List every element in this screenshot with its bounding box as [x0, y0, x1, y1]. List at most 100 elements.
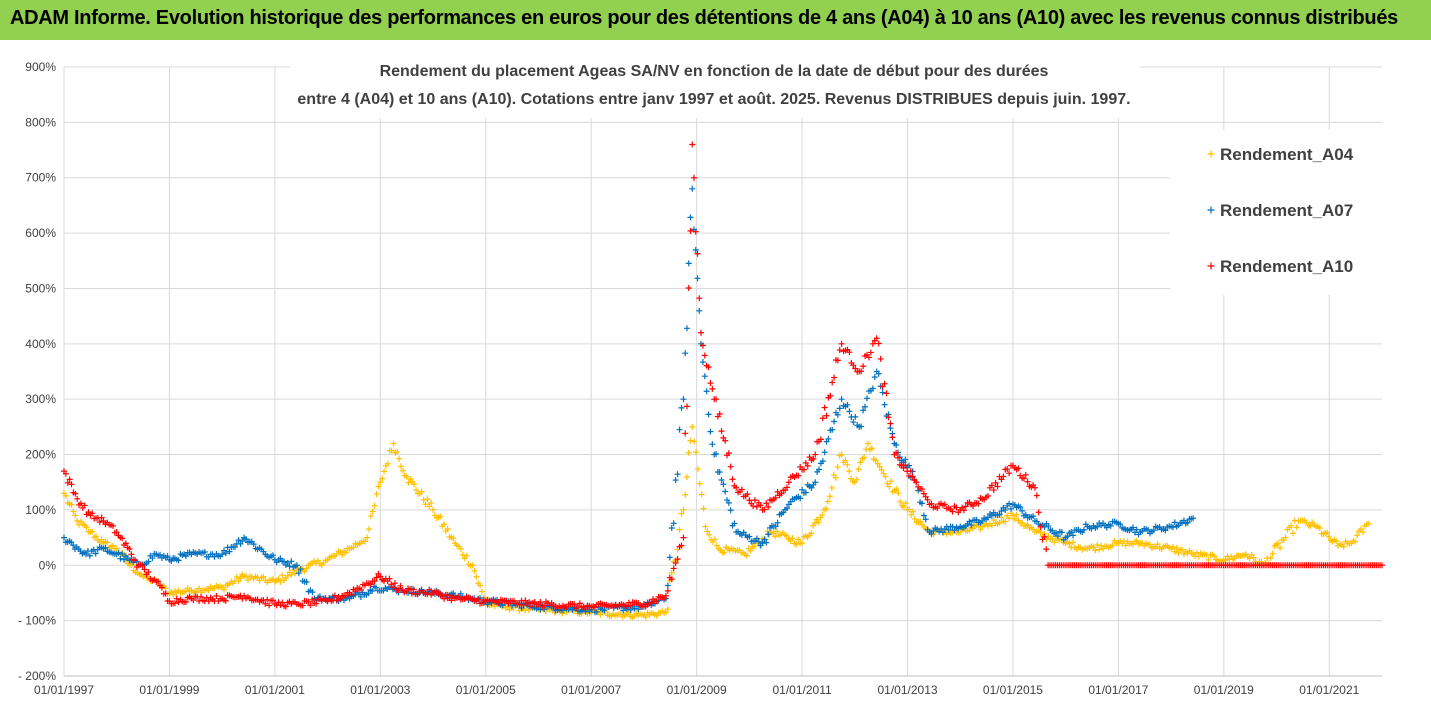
axis-labels: 900% 800% 700% 600% 500% 400% 300% 200% 100% 0% - … [18, 60, 1360, 697]
data-point [303, 565, 310, 572]
data-point [672, 477, 679, 484]
data-point [132, 557, 139, 564]
data-point [149, 555, 156, 562]
data-point [477, 582, 484, 589]
data-point [704, 528, 711, 535]
data-point [100, 517, 107, 524]
data-point [457, 546, 464, 553]
data-point [821, 404, 828, 411]
data-point [678, 404, 685, 411]
data-point [869, 385, 876, 392]
data-point [314, 557, 321, 564]
data-point [832, 474, 839, 481]
data-point [1109, 542, 1116, 549]
data-point [331, 592, 338, 599]
data-point [824, 498, 831, 505]
data-point [262, 600, 269, 607]
data-point [831, 418, 838, 425]
data-point [533, 601, 540, 608]
data-point [638, 611, 645, 618]
x-tick-label: 01/01/1999 [139, 683, 199, 697]
data-point [1008, 462, 1015, 469]
data-point [593, 608, 600, 615]
data-point [582, 606, 589, 613]
data-point [834, 411, 841, 418]
data-point [1205, 556, 1212, 563]
data-point [322, 557, 329, 564]
data-point [705, 364, 712, 371]
data-point [757, 502, 764, 509]
data-point [699, 359, 706, 366]
data-point [861, 454, 868, 461]
data-point [683, 403, 690, 410]
data-point [772, 533, 779, 540]
data-point [664, 606, 671, 613]
data-point [825, 435, 832, 442]
data-point [701, 373, 708, 380]
y-tick-label: 100% [25, 503, 56, 517]
data-point [1002, 518, 1009, 525]
data-point [693, 449, 700, 456]
data-point [949, 508, 956, 515]
data-point [299, 602, 306, 609]
data-point [718, 477, 725, 484]
data-point [1002, 507, 1009, 514]
data-point [1011, 515, 1018, 522]
data-point [342, 592, 349, 599]
data-point [250, 541, 257, 548]
data-point [793, 541, 800, 548]
data-point [893, 441, 900, 448]
data-point [864, 395, 871, 402]
data-point [269, 552, 276, 559]
data-point [424, 496, 431, 503]
data-point [201, 549, 208, 556]
data-point [864, 440, 871, 447]
data-point [1289, 530, 1296, 537]
data-point [988, 512, 995, 519]
data-point [608, 613, 615, 620]
data-point [1049, 527, 1056, 534]
legend-label: Rendement_A04 [1220, 145, 1354, 164]
data-point [350, 544, 357, 551]
data-point [876, 463, 883, 470]
data-point [1288, 522, 1295, 529]
data-point [1358, 526, 1365, 533]
data-point [157, 551, 164, 558]
data-point [642, 614, 649, 621]
data-point [844, 401, 851, 408]
data-point [761, 506, 768, 513]
data-point [450, 593, 457, 600]
data-point [1015, 465, 1022, 472]
data-point [738, 486, 745, 493]
data-point [1030, 526, 1037, 533]
data-point [1277, 544, 1284, 551]
data-point [797, 495, 804, 502]
data-point [342, 549, 349, 556]
data-point [709, 441, 716, 448]
data-point [61, 534, 67, 541]
data-point [694, 466, 701, 473]
data-point [691, 174, 698, 181]
data-point [721, 549, 728, 556]
data-point [868, 445, 875, 452]
header-title: ADAM Informe. Evolution historique des p… [10, 7, 1398, 29]
data-point [683, 474, 690, 481]
data-point [875, 370, 882, 377]
data-point [810, 481, 817, 488]
data-point [398, 463, 405, 470]
data-point [70, 542, 77, 549]
data-point [122, 540, 129, 547]
data-point [886, 483, 893, 490]
data-point [1377, 562, 1384, 569]
data-point [89, 528, 96, 535]
data-point [1045, 523, 1052, 530]
data-point [746, 533, 753, 540]
data-point [430, 506, 437, 513]
data-point [1180, 517, 1187, 524]
data-point [879, 389, 886, 396]
data-point [689, 141, 696, 148]
data-point [909, 473, 916, 480]
data-point [822, 505, 829, 512]
data-point [1024, 521, 1031, 528]
data-point [716, 411, 723, 418]
